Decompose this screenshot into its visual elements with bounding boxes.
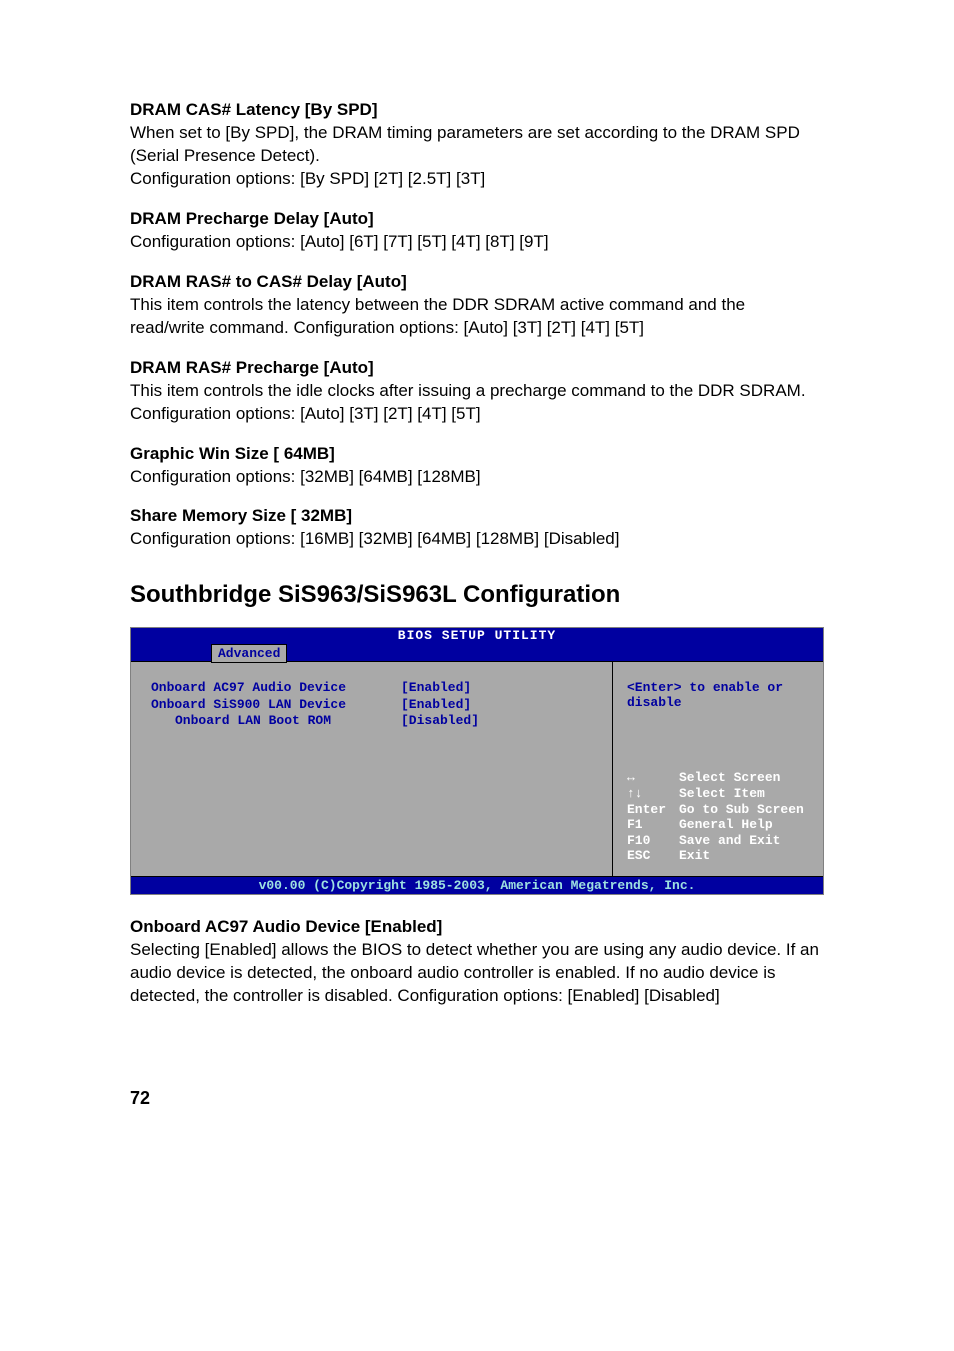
bios-key-row: ↑↓Select Item xyxy=(627,786,813,802)
onboard-ac97-body: Selecting [Enabled] allows the BIOS to d… xyxy=(130,939,824,1008)
bios-key-legend: ↔Select Screen↑↓Select ItemEnterGo to Su… xyxy=(627,770,813,864)
bios-body: Onboard AC97 Audio Device[Enabled]Onboar… xyxy=(131,661,823,877)
bios-setting-label: Onboard LAN Boot ROM xyxy=(151,713,401,729)
bios-key-row: F10Save and Exit xyxy=(627,833,813,849)
bios-setting-value: [Enabled] xyxy=(401,697,471,713)
bios-key-desc: Save and Exit xyxy=(679,833,780,849)
bios-footer: v00.00 (C)Copyright 1985-2003, American … xyxy=(131,877,823,894)
bios-help-panel: <Enter> to enable or disable ↔Select Scr… xyxy=(613,662,823,876)
setting-item: DRAM CAS# Latency [By SPD]When set to [B… xyxy=(130,100,824,191)
page-number: 72 xyxy=(130,1088,824,1109)
setting-body: When set to [By SPD], the DRAM timing pa… xyxy=(130,122,824,191)
bios-key-desc: General Help xyxy=(679,817,773,833)
setting-heading: DRAM CAS# Latency [By SPD] xyxy=(130,100,824,120)
setting-item: DRAM RAS# Precharge [Auto]This item cont… xyxy=(130,358,824,426)
bios-screenshot: BIOS SETUP UTILITY Advanced Onboard AC97… xyxy=(130,627,824,895)
bios-key-row: ↔Select Screen xyxy=(627,770,813,786)
bios-key-desc: Select Screen xyxy=(679,770,780,786)
setting-body: Configuration options: [16MB] [32MB] [64… xyxy=(130,528,824,551)
setting-body: This item controls the latency between t… xyxy=(130,294,824,340)
setting-item: Share Memory Size [ 32MB]Configuration o… xyxy=(130,506,824,551)
setting-body: This item controls the idle clocks after… xyxy=(130,380,824,426)
setting-heading: DRAM RAS# to CAS# Delay [Auto] xyxy=(130,272,824,292)
bios-key-desc: Go to Sub Screen xyxy=(679,802,804,818)
bios-setting-label: Onboard SiS900 LAN Device xyxy=(151,697,401,713)
setting-body: Configuration options: [32MB] [64MB] [12… xyxy=(130,466,824,489)
bios-setting-row: Onboard AC97 Audio Device[Enabled] xyxy=(151,680,592,696)
bios-key-desc: Select Item xyxy=(679,786,765,802)
bios-key-row: EnterGo to Sub Screen xyxy=(627,802,813,818)
setting-heading: DRAM Precharge Delay [Auto] xyxy=(130,209,824,229)
bios-key-name: ↑↓ xyxy=(627,786,679,802)
bios-tab-advanced: Advanced xyxy=(211,644,287,663)
bios-key-name: F10 xyxy=(627,833,679,849)
bios-key-name: Enter xyxy=(627,802,679,818)
bios-setting-row: Onboard SiS900 LAN Device[Enabled] xyxy=(151,697,592,713)
bios-key-name: F1 xyxy=(627,817,679,833)
bios-tab-row: Advanced xyxy=(131,643,823,661)
bios-setting-label: Onboard AC97 Audio Device xyxy=(151,680,401,696)
setting-body: Configuration options: [Auto] [6T] [7T] … xyxy=(130,231,824,254)
bios-key-name: ↔ xyxy=(627,770,679,786)
bios-key-row: ESCExit xyxy=(627,848,813,864)
setting-item: Graphic Win Size [ 64MB]Configuration op… xyxy=(130,444,824,489)
bios-settings-panel: Onboard AC97 Audio Device[Enabled]Onboar… xyxy=(131,662,613,876)
onboard-ac97-section: Onboard AC97 Audio Device [Enabled] Sele… xyxy=(130,917,824,1008)
bios-setting-value: [Enabled] xyxy=(401,680,471,696)
bios-key-row: F1General Help xyxy=(627,817,813,833)
settings-items: DRAM CAS# Latency [By SPD]When set to [B… xyxy=(130,100,824,551)
bios-key-desc: Exit xyxy=(679,848,710,864)
bios-key-name: ESC xyxy=(627,848,679,864)
bios-title: BIOS SETUP UTILITY xyxy=(131,628,823,643)
setting-heading: Graphic Win Size [ 64MB] xyxy=(130,444,824,464)
bios-setting-row: Onboard LAN Boot ROM[Disabled] xyxy=(151,713,592,729)
onboard-ac97-heading: Onboard AC97 Audio Device [Enabled] xyxy=(130,917,824,937)
setting-heading: Share Memory Size [ 32MB] xyxy=(130,506,824,526)
setting-heading: DRAM RAS# Precharge [Auto] xyxy=(130,358,824,378)
southbridge-heading: Southbridge SiS963/SiS963L Configuration xyxy=(130,581,824,609)
bios-help-text: <Enter> to enable or disable xyxy=(627,680,813,710)
bios-setting-value: [Disabled] xyxy=(401,713,479,729)
setting-item: DRAM RAS# to CAS# Delay [Auto]This item … xyxy=(130,272,824,340)
setting-item: DRAM Precharge Delay [Auto]Configuration… xyxy=(130,209,824,254)
